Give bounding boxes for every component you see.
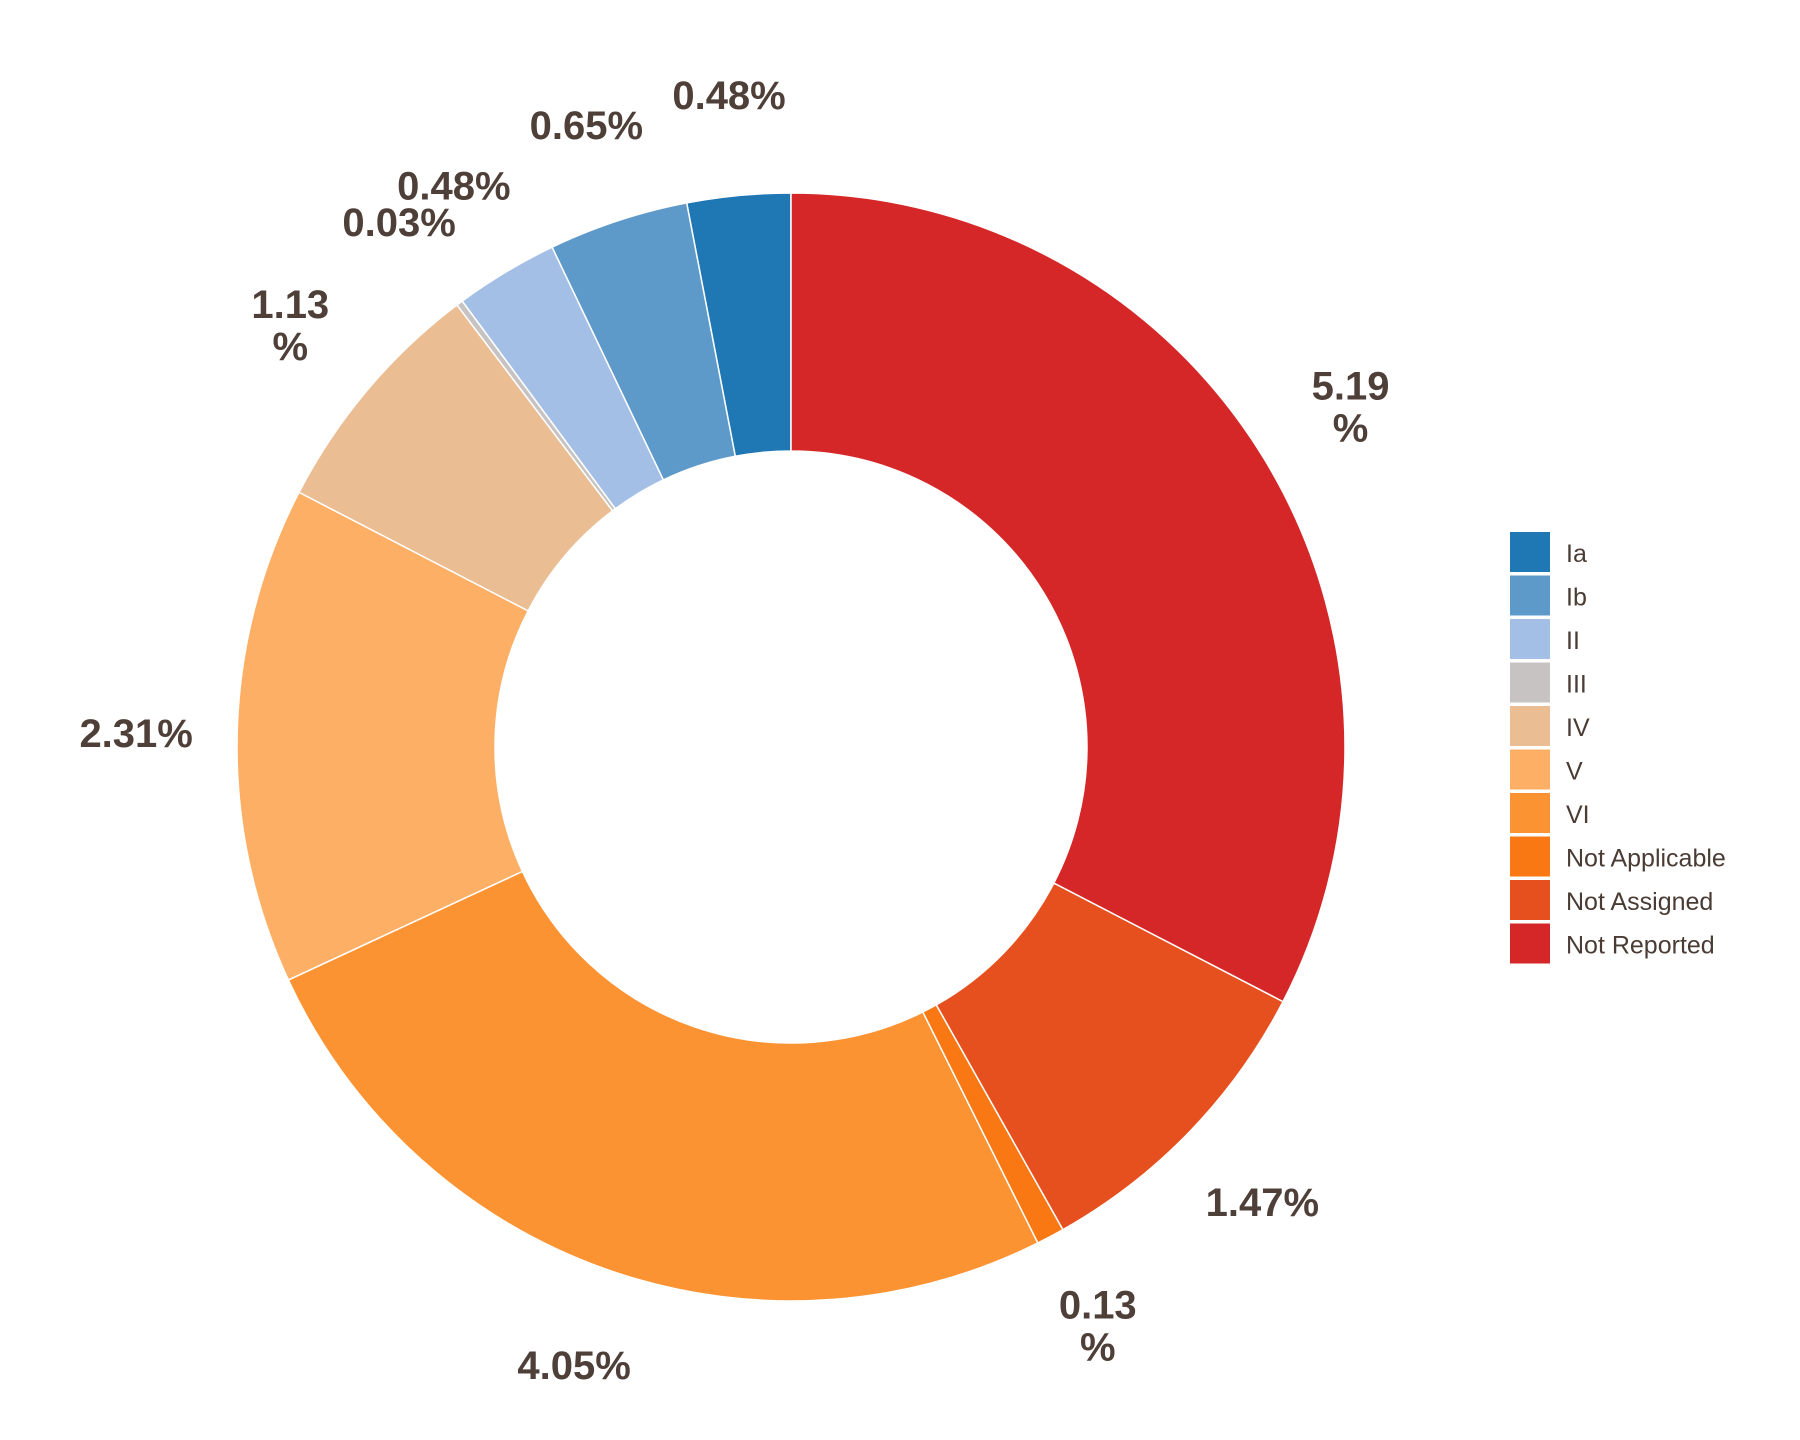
legend-swatch-v [1510,749,1550,790]
legend-label-ii: II [1566,627,1580,655]
data-label-ib: 0.65% [530,104,643,148]
legend-label-vi: VI [1566,801,1590,829]
data-label-v: 2.31% [79,712,192,756]
data-label-ii: 0.48% [397,164,510,208]
legend-label-iii: III [1566,671,1587,699]
legend-label-not-reported: Not Reported [1566,932,1715,960]
data-label-not-applicable: 0.13% [1059,1284,1137,1370]
legend-label-ia: Ia [1566,540,1587,568]
legend-label-ib: Ib [1566,584,1587,612]
data-label-ia: 0.48% [672,74,785,118]
data-label-not-assigned: 1.47% [1206,1181,1319,1225]
slice-not-assigned [935,882,1285,1231]
legend-label-v: V [1566,758,1583,786]
slice-vi [287,870,1039,1302]
slice-v [236,491,530,982]
legend-swatch-ib [1510,575,1550,616]
slice-not-reported [790,192,1346,1003]
data-label-not-reported: 5.19% [1312,365,1390,451]
legend-label-iv: IV [1566,714,1590,742]
data-label-iv: 1.13% [251,283,329,369]
legend-swatch-ii [1510,619,1550,659]
legend-swatch-vi [1510,793,1550,833]
legend-swatch-not-assigned [1510,880,1550,920]
legend-label-not-assigned: Not Assigned [1566,888,1713,916]
data-labels-layer: 0.48%0.65%0.48%0.03%1.13 %2.31%4.05%0.13%… [79,74,1389,1388]
legend-swatch-iv [1510,706,1550,746]
slices-layer [236,192,1346,1302]
legend-swatch-iii [1510,662,1550,703]
legend-label-not-applicable: Not Applicable [1566,845,1726,873]
data-label-iii: 0.03% [342,201,455,245]
legend-swatch-ia [1510,532,1550,572]
data-label-vi: 4.05% [517,1344,630,1388]
legend-swatch-not-applicable [1510,836,1550,877]
legend-swatch-not-reported [1510,923,1550,964]
